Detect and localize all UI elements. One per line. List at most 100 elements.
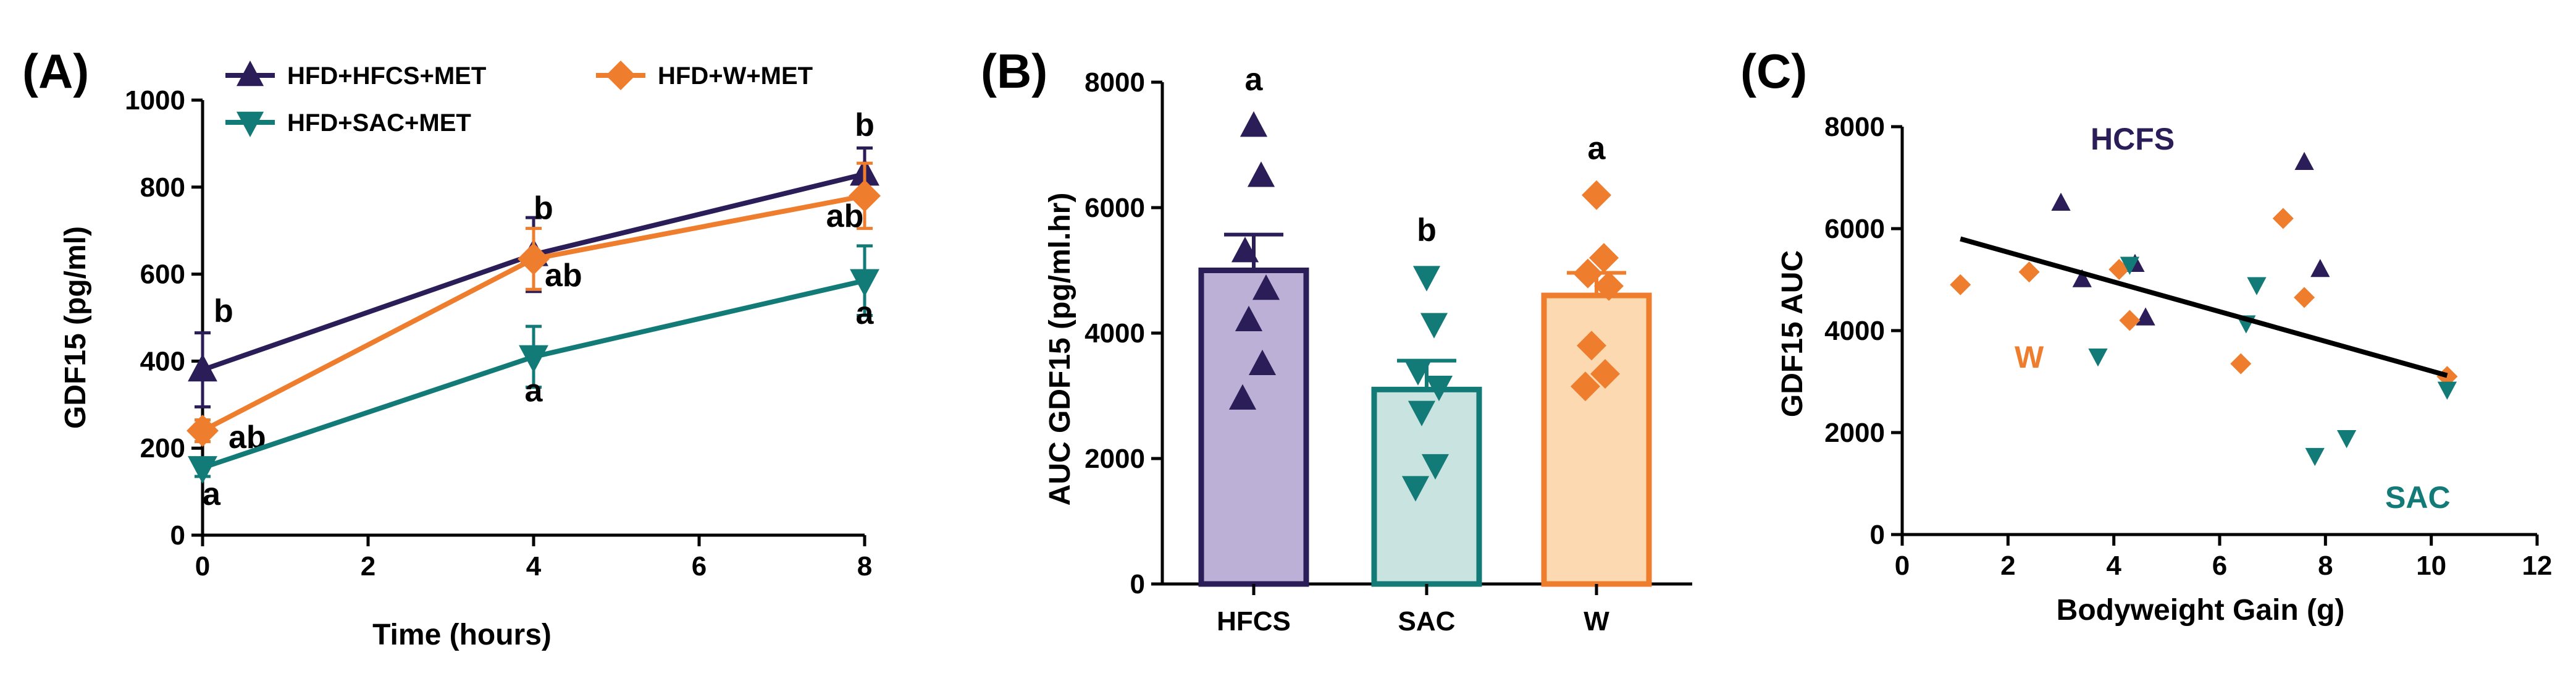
data-point-sac	[1404, 360, 1432, 386]
data-point-w	[2230, 353, 2252, 374]
panel-a-x-axis-title: Time (hours)	[372, 619, 552, 651]
data-point-hfcs	[2072, 269, 2092, 287]
panel-c-y-tick-label: 0	[1870, 520, 1885, 550]
panel-a-y-tick-label: 600	[140, 260, 185, 290]
panel-b-x-tick-label: W	[1584, 606, 1609, 637]
data-point-sac	[2120, 256, 2140, 275]
legend-label-w: HFD+W+MET	[658, 62, 813, 90]
data-point-hfcs	[1235, 305, 1263, 331]
panel-c-x-tick-label: 10	[2416, 551, 2446, 581]
data-point-w	[1950, 274, 1971, 295]
significance-letter-sac: a	[525, 373, 543, 408]
panel-a-y-axis-title: GDF15 (pg/ml)	[59, 226, 92, 429]
panel-c-label-hcfs: HCFS	[2091, 122, 2175, 156]
data-point-w	[1590, 358, 1620, 389]
panel-a-y-tick-label: 0	[170, 520, 185, 551]
data-point-sac	[2305, 447, 2325, 467]
data-point-sac	[1425, 375, 1453, 402]
significance-letter-w: a	[1588, 131, 1606, 167]
panel-c-x-tick-label: 12	[2522, 551, 2553, 581]
data-point-hfcs	[188, 353, 217, 382]
data-point-hfcs	[1228, 384, 1257, 410]
data-point-sac	[2336, 430, 2357, 449]
significance-letter-w: ab	[545, 258, 582, 294]
panel-a-x-tick-label: 4	[526, 551, 542, 582]
data-point-sac	[850, 269, 879, 297]
panel-c-label-sac: SAC	[2385, 480, 2451, 515]
panel-b-x-tick-label: HFCS	[1217, 606, 1291, 637]
data-point-hfcs	[1240, 111, 1268, 137]
panel-b-y-tick-label: 8000	[1085, 67, 1145, 98]
data-point-sac	[188, 456, 217, 484]
significance-letter-sac: a	[203, 476, 221, 512]
data-point-sac	[2437, 381, 2457, 400]
panel-c: (C) 0 2000 4000 6000 8000 0 2 4 6 8 10 12 HCFS W SA…	[1740, 44, 2552, 627]
panel-a-y-tick-label: 400	[140, 346, 185, 376]
data-point-hfcs	[1247, 161, 1275, 187]
data-point-w	[2119, 310, 2141, 331]
panel-c-y-tick-label: 4000	[1824, 316, 1885, 346]
data-point-sac	[1401, 476, 1430, 502]
panel-b-plot: 0 2000 4000 6000 8000 a HFCS b SAC a W	[1085, 62, 1692, 637]
data-point-hfcs	[1231, 237, 1259, 263]
panel-a-x-tick-label: 2	[361, 551, 375, 582]
panel-a-y-tick-label: 200	[140, 433, 185, 463]
legend-label-sac: HFD+SAC+MET	[287, 109, 471, 137]
significance-letter-sac: b	[1417, 213, 1437, 248]
data-point-sac	[1420, 313, 1448, 339]
significance-letter-hfcs: b	[855, 108, 875, 143]
panel-a-x-tick-label: 8	[857, 551, 872, 582]
data-point-w	[1571, 371, 1600, 402]
data-point-w	[1582, 180, 1611, 210]
significance-letter-w: ab	[826, 198, 864, 234]
legend-label-hfcs: HFD+HFCS+MET	[287, 62, 486, 90]
data-point-sac	[519, 345, 548, 373]
data-point-hfcs	[2294, 151, 2314, 170]
panel-b-y-tick-label: 0	[1130, 569, 1145, 599]
data-point-w	[1594, 271, 1624, 301]
significance-letter-hfcs: a	[1245, 62, 1264, 98]
panel-a-x-tick-label: 6	[692, 551, 707, 582]
panel-a-y-tick-label: 800	[140, 172, 185, 203]
data-point-w	[2272, 208, 2294, 229]
panel-c-x-tick-label: 8	[2318, 551, 2333, 581]
legend-marker-sac	[236, 111, 264, 137]
legend-marker-w	[606, 61, 636, 90]
data-point-w	[518, 242, 550, 275]
legend-marker-hfcs	[236, 61, 264, 87]
panel-c-label-w: W	[2015, 340, 2044, 374]
panel-b-y-axis-title: AUC GDF15 (pg/ml.hr)	[1044, 193, 1076, 506]
data-point-hfcs	[1252, 274, 1280, 300]
panel-b: (B) 0 2000 4000 6000 8000 a HFCS b SAC a W AUC GDF…	[981, 44, 1692, 637]
bar-sac	[1371, 386, 1482, 587]
panel-c-x-tick-label: 6	[2212, 551, 2227, 581]
panel-c-y-tick-label: 6000	[1824, 214, 1885, 244]
panel-b-x-tick-label: SAC	[1398, 606, 1456, 637]
data-point-w	[2018, 261, 2040, 283]
data-point-w	[1589, 243, 1619, 273]
data-point-w	[187, 415, 219, 447]
data-point-sac	[1421, 454, 1450, 480]
panel-a-legend: HFD+HFCS+MET HFD+W+MET HFD+SAC+MET	[225, 61, 813, 137]
data-point-sac	[1408, 400, 1436, 426]
data-point-w	[2294, 287, 2315, 308]
panel-c-x-tick-label: 0	[1895, 551, 1910, 581]
panel-c-y-tick-label: 2000	[1824, 418, 1885, 448]
significance-letter-sac: a	[856, 295, 875, 331]
panel-b-y-tick-label: 4000	[1085, 318, 1145, 349]
panel-a-y-tick-label: 1000	[125, 85, 185, 116]
data-point-sac	[2088, 349, 2108, 367]
data-point-w	[849, 179, 881, 212]
data-point-hfcs	[1248, 349, 1277, 376]
panel-c-y-tick-label: 8000	[1824, 112, 1885, 142]
data-point-sac	[1412, 266, 1441, 292]
panel-c-x-tick-label: 4	[2106, 551, 2121, 581]
panel-c-x-tick-label: 2	[2000, 551, 2015, 581]
data-point-hfcs	[2051, 192, 2071, 211]
panel-c-y-axis-title: GDF15 AUC	[1776, 250, 1809, 417]
regression-line	[1960, 236, 2448, 378]
data-point-hfcs	[2310, 259, 2330, 277]
